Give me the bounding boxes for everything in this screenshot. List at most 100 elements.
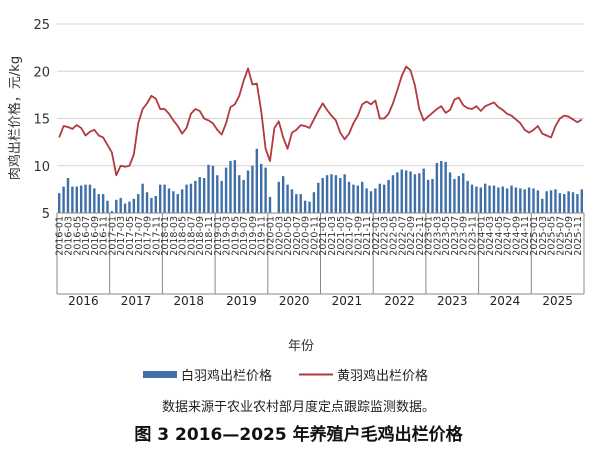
bar-2023-07 <box>453 178 456 213</box>
x-tick-label-2016-07: 2016-07 <box>81 216 92 256</box>
bar-2020-06 <box>290 189 294 213</box>
x-tick-label-2023-11: 2023-11 <box>468 216 479 256</box>
x-tick-label-2021-01: 2021-01 <box>318 216 329 256</box>
x-tick-label-2022-07: 2022-07 <box>397 216 408 256</box>
bar-2021-12 <box>369 191 373 213</box>
bar-2020-12 <box>317 182 320 213</box>
x-tick-label-2024-05: 2024-05 <box>494 216 505 256</box>
x-tick-label-2018-03: 2018-03 <box>169 216 180 256</box>
x-tick-label-2016-05: 2016-05 <box>72 216 83 256</box>
bar-2019-10 <box>255 148 259 213</box>
year-label-2019: 2019 <box>226 294 257 308</box>
x-tick-label-2019-01: 2019-01 <box>213 216 224 256</box>
x-tick-label-2023-05: 2023-05 <box>441 216 452 256</box>
x-tick-label-2017-01: 2017-01 <box>107 216 118 256</box>
year-label-2017: 2017 <box>121 294 152 308</box>
bar-2016-06 <box>79 185 83 213</box>
x-tick-label-2024-07: 2024-07 <box>503 216 514 256</box>
bar-2024-08 <box>510 185 513 213</box>
bar-2023-09 <box>462 173 465 213</box>
bar-2023-04 <box>440 161 443 213</box>
x-tick-label-2025-05: 2025-05 <box>547 216 558 256</box>
bar-2020-03 <box>277 181 280 213</box>
bar-2025-08 <box>563 194 566 213</box>
x-tick-label-2017-09: 2017-09 <box>143 216 154 256</box>
x-tick-label-2018-11: 2018-11 <box>204 216 215 256</box>
x-tick-label-2019-09: 2019-09 <box>248 216 259 256</box>
y-tick-label-20: 20 <box>33 65 50 80</box>
bar-2022-06 <box>396 172 399 213</box>
bar-2021-06 <box>343 174 346 213</box>
bar-2023-05 <box>444 161 447 213</box>
bar-2020-07 <box>295 194 298 213</box>
x-tick-label-2020-01: 2020-01 <box>266 216 277 256</box>
x-tick-label-2022-01: 2022-01 <box>371 216 382 256</box>
bar-2016-11 <box>101 194 105 213</box>
legend-line-label: 黄羽鸡出栏价格 <box>337 368 428 384</box>
bar-2024-02 <box>483 183 487 213</box>
bar-2017-10 <box>150 197 153 213</box>
bar-2025-02 <box>536 190 540 213</box>
bar-2016-01 <box>57 193 61 213</box>
x-tick-label-2021-05: 2021-05 <box>336 216 347 256</box>
bar-2019-12 <box>264 167 267 213</box>
bar-2016-05 <box>75 186 78 213</box>
x-tick-label-2025-07: 2025-07 <box>555 216 566 256</box>
y-tick-label-5: 5 <box>42 207 50 222</box>
bar-2019-06 <box>238 175 241 213</box>
bar-2016-04 <box>71 186 74 213</box>
bar-2022-11 <box>418 173 421 213</box>
bar-2022-05 <box>391 175 395 213</box>
x-tick-label-2022-09: 2022-09 <box>406 216 417 256</box>
x-tick-label-2025-03: 2025-03 <box>538 216 549 256</box>
x-tick-label-2025-01: 2025-01 <box>529 216 540 256</box>
bar-2021-07 <box>347 181 351 213</box>
bar-2017-01 <box>110 211 114 213</box>
bar-2019-09 <box>251 165 254 213</box>
x-tick-label-2024-09: 2024-09 <box>511 216 522 256</box>
year-label-2018: 2018 <box>173 294 204 308</box>
bar-2025-11 <box>576 194 579 213</box>
bar-2025-06 <box>554 189 557 213</box>
bar-2020-01 <box>268 196 272 213</box>
bar-2022-04 <box>387 179 390 213</box>
bar-2025-05 <box>549 190 553 213</box>
year-label-2016: 2016 <box>68 294 99 308</box>
bar-2021-01 <box>321 178 324 213</box>
x-tick-label-2021-07: 2021-07 <box>345 216 356 256</box>
x-tick-label-2023-03: 2023-03 <box>432 216 443 256</box>
bar-2017-09 <box>145 192 149 213</box>
bar-2023-03 <box>435 162 439 213</box>
bar-2024-04 <box>492 185 496 213</box>
bar-2017-04 <box>123 203 127 213</box>
x-tick-label-2019-07: 2019-07 <box>239 216 250 256</box>
source-note: 数据来源于农业农村部月度定点跟踪监测数据。 <box>161 400 435 415</box>
bar-2021-04 <box>334 175 338 213</box>
x-tick-label-2021-09: 2021-09 <box>353 216 364 256</box>
bar-2024-01 <box>479 187 483 213</box>
x-tick-label-2018-09: 2018-09 <box>195 216 206 256</box>
bar-2023-01 <box>426 179 430 213</box>
bar-2019-02 <box>220 180 223 213</box>
bar-2016-03 <box>66 178 70 213</box>
legend-bar-label: 白羽鸡出栏价格 <box>181 368 272 384</box>
bar-2025-09 <box>567 191 570 213</box>
x-tick-label-2018-01: 2018-01 <box>160 216 171 256</box>
y-tick-label-15: 15 <box>33 113 50 128</box>
year-label-2025: 2025 <box>542 294 573 308</box>
x-tick-label-2022-05: 2022-05 <box>388 216 399 256</box>
bar-2019-04 <box>229 161 232 213</box>
bar-2021-08 <box>352 184 355 213</box>
bar-2023-12 <box>475 186 478 213</box>
year-label-2024: 2024 <box>490 294 521 308</box>
bar-2021-02 <box>325 175 329 213</box>
bar-2017-05 <box>128 201 131 213</box>
bar-2024-03 <box>488 185 491 213</box>
bar-2022-10 <box>413 174 417 213</box>
bar-2018-02 <box>167 188 171 213</box>
bar-2021-09 <box>356 185 360 213</box>
x-tick-label-2023-01: 2023-01 <box>424 216 435 256</box>
bar-2017-11 <box>154 195 158 213</box>
x-tick-label-2016-11: 2016-11 <box>99 216 110 256</box>
